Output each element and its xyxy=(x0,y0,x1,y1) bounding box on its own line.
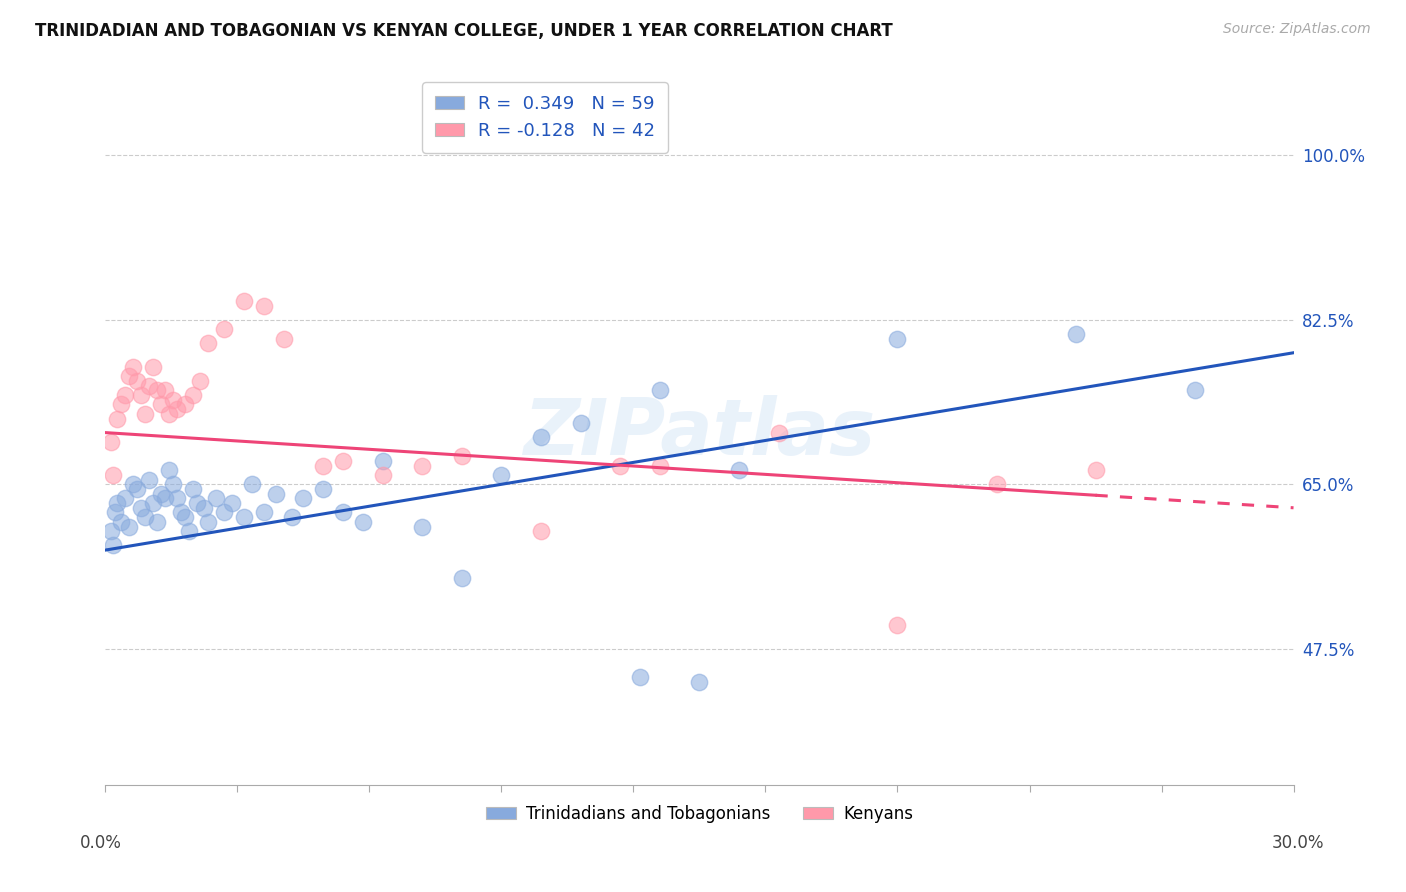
Point xyxy=(103,467,125,482)
Point xyxy=(221,496,243,510)
Point xyxy=(253,299,276,313)
Point xyxy=(186,496,208,510)
Point xyxy=(233,294,256,309)
Point xyxy=(166,402,188,417)
Point xyxy=(114,388,136,402)
Point xyxy=(197,336,219,351)
Point xyxy=(205,491,228,506)
Point xyxy=(134,510,156,524)
Point xyxy=(886,618,908,632)
Point xyxy=(728,463,751,477)
Point xyxy=(280,510,302,524)
Point xyxy=(105,411,128,425)
Point xyxy=(371,467,394,482)
Point xyxy=(173,510,195,524)
Point xyxy=(157,463,180,477)
Point xyxy=(352,515,374,529)
Point xyxy=(105,496,128,510)
Point xyxy=(138,473,160,487)
Point xyxy=(253,506,276,520)
Point xyxy=(149,486,172,500)
Point xyxy=(166,491,188,506)
Point xyxy=(886,332,908,346)
Point xyxy=(214,322,236,336)
Point xyxy=(273,332,295,346)
Point xyxy=(181,482,204,496)
Point xyxy=(127,374,149,388)
Point xyxy=(450,449,472,463)
Point xyxy=(129,388,152,402)
Point xyxy=(114,491,136,506)
Text: ZIPatlas: ZIPatlas xyxy=(523,394,876,471)
Point xyxy=(110,515,132,529)
Point xyxy=(648,384,671,398)
Point xyxy=(134,407,156,421)
Point xyxy=(197,515,219,529)
Legend: Trinidadians and Tobagonians, Kenyans: Trinidadians and Tobagonians, Kenyans xyxy=(479,798,920,830)
Point xyxy=(628,670,651,684)
Point xyxy=(530,524,553,539)
Point xyxy=(173,397,195,411)
Point xyxy=(153,384,176,398)
Point xyxy=(264,486,287,500)
Point xyxy=(142,359,165,374)
Text: Source: ZipAtlas.com: Source: ZipAtlas.com xyxy=(1223,22,1371,37)
Point xyxy=(233,510,256,524)
Point xyxy=(214,506,236,520)
Point xyxy=(1084,463,1107,477)
Point xyxy=(146,384,169,398)
Point xyxy=(193,500,215,515)
Point xyxy=(100,524,122,539)
Point xyxy=(153,491,176,506)
Point xyxy=(569,416,592,430)
Point xyxy=(986,477,1008,491)
Point xyxy=(100,435,122,450)
Point xyxy=(689,674,711,689)
Point xyxy=(332,506,354,520)
Point xyxy=(1184,384,1206,398)
Point xyxy=(170,506,193,520)
Point xyxy=(177,524,200,539)
Point xyxy=(332,454,354,468)
Point xyxy=(609,458,631,473)
Point xyxy=(181,388,204,402)
Point xyxy=(129,500,152,515)
Point xyxy=(491,467,513,482)
Point xyxy=(312,458,335,473)
Point xyxy=(530,430,553,444)
Point xyxy=(138,378,160,392)
Point xyxy=(104,506,127,520)
Point xyxy=(648,458,671,473)
Point xyxy=(149,397,172,411)
Point xyxy=(157,407,180,421)
Point xyxy=(162,392,184,407)
Point xyxy=(312,482,335,496)
Point xyxy=(118,519,141,533)
Point xyxy=(127,482,149,496)
Point xyxy=(142,496,165,510)
Point xyxy=(122,359,145,374)
Text: 0.0%: 0.0% xyxy=(80,834,122,852)
Point xyxy=(411,519,433,533)
Point xyxy=(768,425,790,440)
Point xyxy=(118,369,141,384)
Point xyxy=(146,515,169,529)
Point xyxy=(411,458,433,473)
Text: TRINIDADIAN AND TOBAGONIAN VS KENYAN COLLEGE, UNDER 1 YEAR CORRELATION CHART: TRINIDADIAN AND TOBAGONIAN VS KENYAN COL… xyxy=(35,22,893,40)
Point xyxy=(110,397,132,411)
Point xyxy=(1064,326,1087,341)
Point xyxy=(190,374,212,388)
Point xyxy=(103,538,125,552)
Point xyxy=(162,477,184,491)
Point xyxy=(292,491,315,506)
Point xyxy=(450,571,472,585)
Point xyxy=(371,454,394,468)
Point xyxy=(240,477,263,491)
Point xyxy=(122,477,145,491)
Text: 30.0%: 30.0% xyxy=(1271,834,1324,852)
